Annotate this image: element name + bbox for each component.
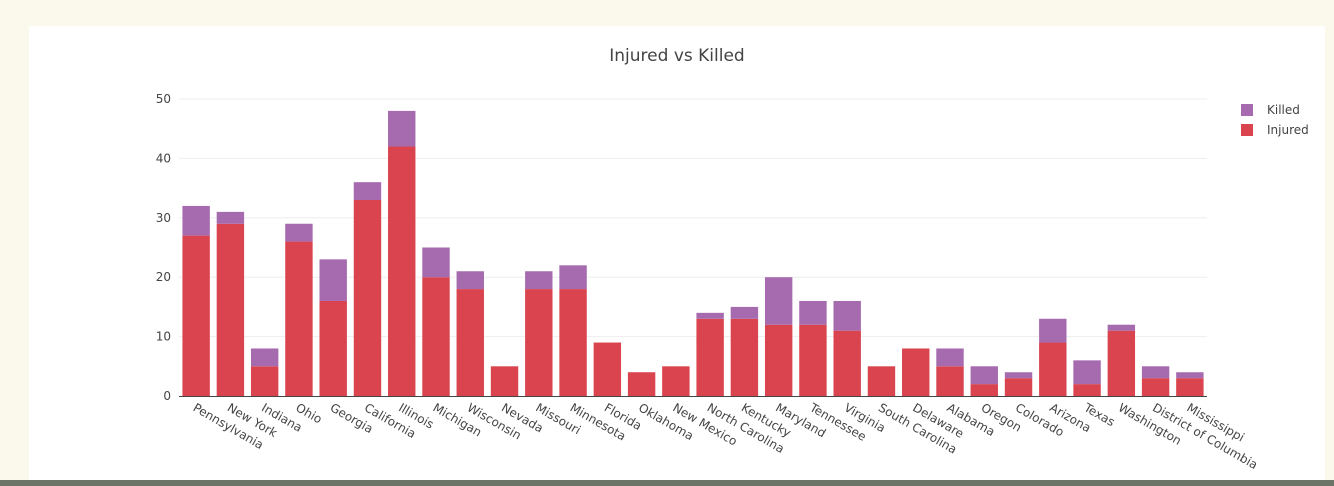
bar-injured[interactable]: [730, 318, 759, 396]
bar-injured[interactable]: [353, 199, 382, 396]
y-tick-label: 0: [163, 389, 171, 403]
bar-injured[interactable]: [799, 324, 827, 396]
bar-injured[interactable]: [833, 330, 861, 396]
chart-title: Injured vs Killed: [609, 46, 744, 66]
bars: [182, 110, 1204, 396]
bar-injured[interactable]: [593, 342, 622, 396]
bar-killed[interactable]: [1141, 366, 1170, 379]
bar-injured[interactable]: [662, 366, 690, 396]
bar-injured[interactable]: [764, 324, 793, 396]
bar-killed[interactable]: [525, 271, 553, 290]
bar-injured[interactable]: [1141, 378, 1170, 396]
bar-killed[interactable]: [1107, 324, 1136, 331]
bar-chart: Injured vs Killed 0 10 20 30 40 50 Pennsylvan…: [156, 46, 1309, 472]
bar-injured[interactable]: [216, 223, 245, 396]
legend-swatch-injured[interactable]: [1241, 124, 1253, 136]
bar-killed[interactable]: [285, 223, 313, 242]
chart-card: Injured vs Killed 0 10 20 30 40 50 Pennsylvan…: [29, 26, 1325, 480]
bar-killed[interactable]: [250, 348, 279, 367]
bar-injured[interactable]: [285, 241, 313, 396]
bar-killed[interactable]: [319, 259, 347, 301]
y-axis: 0 10 20 30 40 50: [156, 92, 171, 403]
bar-injured[interactable]: [696, 318, 724, 396]
bar-killed[interactable]: [422, 247, 450, 278]
legend[interactable]: Killed Injured: [1241, 103, 1309, 137]
bar-injured[interactable]: [559, 289, 587, 396]
legend-swatch-killed[interactable]: [1241, 104, 1253, 116]
bar-killed[interactable]: [936, 348, 964, 367]
bar-killed[interactable]: [182, 205, 210, 236]
bar-killed[interactable]: [799, 300, 827, 325]
bar-killed[interactable]: [696, 312, 724, 319]
bar-injured[interactable]: [456, 289, 484, 396]
bar-injured[interactable]: [250, 366, 279, 396]
bar-injured[interactable]: [490, 366, 519, 396]
legend-label-injured[interactable]: Injured: [1267, 123, 1309, 137]
bar-killed[interactable]: [970, 366, 998, 385]
y-tick-label: 30: [156, 211, 171, 225]
bar-killed[interactable]: [216, 211, 245, 224]
bar-injured[interactable]: [1039, 342, 1067, 396]
bar-injured[interactable]: [1073, 384, 1101, 396]
bar-killed[interactable]: [1176, 372, 1204, 379]
bar-killed[interactable]: [764, 277, 793, 325]
bar-injured[interactable]: [1176, 378, 1204, 396]
bar-killed[interactable]: [388, 110, 416, 147]
bar-injured[interactable]: [182, 235, 210, 396]
bar-killed[interactable]: [1039, 318, 1067, 343]
bar-injured[interactable]: [627, 372, 656, 396]
bottom-bar: [0, 480, 1334, 486]
bar-injured[interactable]: [936, 366, 964, 396]
bar-injured[interactable]: [388, 146, 416, 396]
bar-killed[interactable]: [353, 182, 382, 200]
bar-killed[interactable]: [1073, 360, 1101, 385]
bar-killed[interactable]: [1004, 372, 1033, 379]
y-tick-label: 50: [156, 92, 171, 106]
y-tick-label: 20: [156, 270, 171, 284]
bar-injured[interactable]: [867, 366, 896, 396]
grid-lines: [179, 98, 1207, 338]
legend-label-killed[interactable]: Killed: [1267, 103, 1300, 117]
bar-killed[interactable]: [559, 265, 587, 290]
bar-injured[interactable]: [1004, 378, 1033, 396]
bar-injured[interactable]: [1107, 330, 1136, 396]
y-tick-label: 40: [156, 151, 171, 165]
bar-injured[interactable]: [902, 348, 930, 396]
bar-injured[interactable]: [970, 384, 998, 396]
bar-killed[interactable]: [456, 271, 484, 290]
bar-injured[interactable]: [422, 277, 450, 396]
bar-injured[interactable]: [319, 300, 347, 396]
bar-killed[interactable]: [730, 306, 759, 319]
bar-killed[interactable]: [833, 300, 861, 331]
y-tick-label: 10: [156, 330, 171, 344]
bar-injured[interactable]: [525, 289, 553, 396]
